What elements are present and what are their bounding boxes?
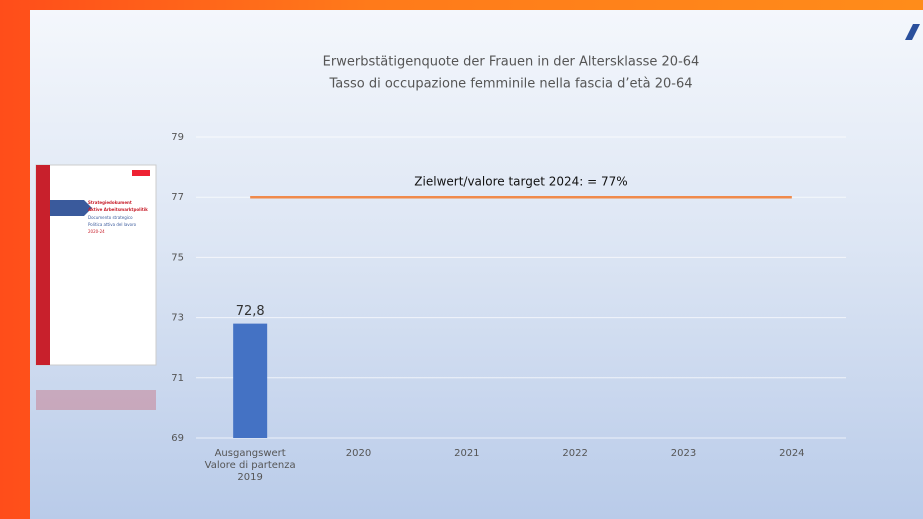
y-tick-label: 73 bbox=[171, 313, 184, 324]
chart-subtitle: Tasso di occupazione femminile nella fas… bbox=[328, 77, 692, 92]
document-thumbnail: Strategiedokument Aktive Arbeitsmarktpol… bbox=[35, 164, 157, 410]
x-tick-label: 2024 bbox=[779, 448, 805, 459]
doc-reflection bbox=[36, 390, 156, 410]
doc-arrow bbox=[50, 200, 92, 216]
y-tick-label: 71 bbox=[171, 373, 184, 384]
doc-page bbox=[35, 164, 157, 366]
doc-text: Aktive Arbeitsmarktpolitik bbox=[88, 207, 148, 212]
doc-logo bbox=[132, 170, 150, 176]
x-tick-label: 2023 bbox=[670, 448, 697, 459]
target-label: Zielwert/valore target 2024: = 77% bbox=[414, 175, 627, 189]
x-tick-label: 2020 bbox=[345, 448, 372, 459]
x-tick-label: Ausgangswert Valore di partenza 2019 bbox=[204, 448, 296, 483]
chart-title: Erwerbstätigenquote der Frauen in der Al… bbox=[323, 55, 700, 70]
doc-text: Politica attiva del lavoro bbox=[88, 222, 137, 227]
bar bbox=[233, 323, 268, 438]
doc-stripe bbox=[36, 165, 50, 365]
doc-text: 2020-24 bbox=[88, 229, 105, 234]
x-tick-label: 2021 bbox=[454, 448, 480, 459]
logo bbox=[905, 24, 920, 40]
y-tick-label: 69 bbox=[171, 433, 184, 444]
doc-text: Documento strategico bbox=[88, 215, 133, 220]
x-tick-label: 2022 bbox=[562, 448, 588, 459]
value-label: 72,8 bbox=[236, 304, 265, 319]
slide bbox=[30, 10, 923, 519]
y-tick-label: 77 bbox=[171, 192, 184, 203]
doc-text: Strategiedokument bbox=[88, 200, 132, 205]
y-tick-label: 75 bbox=[171, 252, 184, 263]
y-tick-label: 79 bbox=[171, 132, 184, 143]
